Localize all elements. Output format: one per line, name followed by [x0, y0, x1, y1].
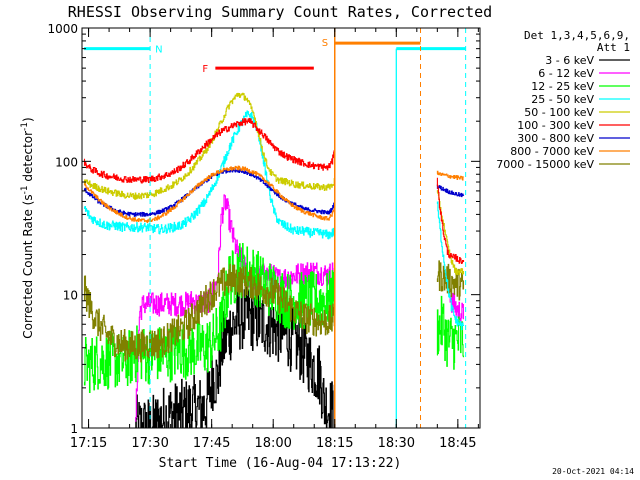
plot-frame — [81, 27, 481, 429]
series-7000-15000-kevkev-line — [83, 263, 335, 363]
y-tick-label: 10 — [63, 289, 78, 303]
night-label: N — [155, 45, 162, 56]
series-50-100-kevkev-line — [83, 92, 335, 200]
legend-entry-label: 300 - 800 keV — [517, 132, 594, 145]
legend-entry-label: 800 - 7000 keV — [510, 145, 594, 158]
chart-title: RHESSI Observing Summary Count Rates, Co… — [68, 3, 492, 21]
y-tick-label: 1000 — [47, 22, 78, 36]
x-tick-label: 17:45 — [193, 436, 230, 451]
series-800-7000-kevkev-line — [83, 165, 335, 223]
series-3-6-kevkev-line — [135, 282, 335, 429]
legend-entry-label: 7000 - 15000 keV — [496, 158, 594, 171]
y-tick-label: 1 — [70, 422, 78, 436]
legend-entry-label: 6 - 12 keV — [538, 67, 594, 80]
legend-header-attenuator: Att 1 — [597, 41, 630, 54]
series-300-800-kevkev-line-late — [436, 184, 465, 198]
y-tick-label: 100 — [55, 155, 78, 169]
x-tick-label: 18:00 — [254, 436, 291, 451]
legend-entry-label: 12 - 25 keV — [531, 80, 594, 93]
flare-label: F — [202, 64, 208, 75]
y-axis-label-sup2: -1 — [20, 122, 30, 131]
x-tick-label: 18:45 — [439, 436, 476, 451]
series-25-50-kevkev-line-late — [436, 201, 465, 331]
timestamp: 20-Oct-2021 04:14 — [552, 467, 634, 476]
y-axis: 1 10 100 1000 — [47, 22, 480, 436]
x-axis-label: Start Time (16-Aug-04 17:13:22) — [159, 456, 402, 471]
plot-area: N F S — [83, 28, 467, 429]
legend-entry-label: 3 - 6 keV — [545, 54, 594, 67]
y-axis-label-sup1: -1 — [20, 185, 30, 194]
y-axis-label: Corrected Count Rate (s-1 detector-1) — [20, 117, 35, 338]
x-tick-label: 18:30 — [378, 436, 415, 451]
y-axis-label-main: Corrected Count Rate (s — [21, 194, 35, 338]
series-800-7000-kevkev-line-late — [436, 170, 465, 181]
legend-entry-label: 50 - 100 keV — [524, 106, 594, 119]
legend-header-detectors: Det 1,3,4,5,6,9, — [524, 29, 630, 42]
series-100-300-kevkev-line — [83, 118, 335, 184]
x-tick-label: 17:30 — [131, 436, 168, 451]
x-axis: 17:15 17:30 17:45 18:00 18:15 18:30 18:45 — [70, 28, 479, 451]
legend-entry-label: 25 - 50 keV — [531, 93, 594, 106]
x-tick-label: 17:15 — [70, 436, 107, 451]
x-tick-label: 18:15 — [316, 436, 353, 451]
y-axis-label-mid: detector — [21, 131, 35, 186]
series-100-300-kevkev-line-late — [436, 177, 465, 264]
series-7000-15000-kevkev-line-late — [436, 260, 465, 301]
legend-entry-label: 100 - 300 keV — [517, 119, 594, 132]
y-axis-label-end: ) — [21, 117, 35, 122]
saa-label: S — [322, 38, 328, 49]
series-25-50-kevkev-line — [83, 110, 335, 240]
